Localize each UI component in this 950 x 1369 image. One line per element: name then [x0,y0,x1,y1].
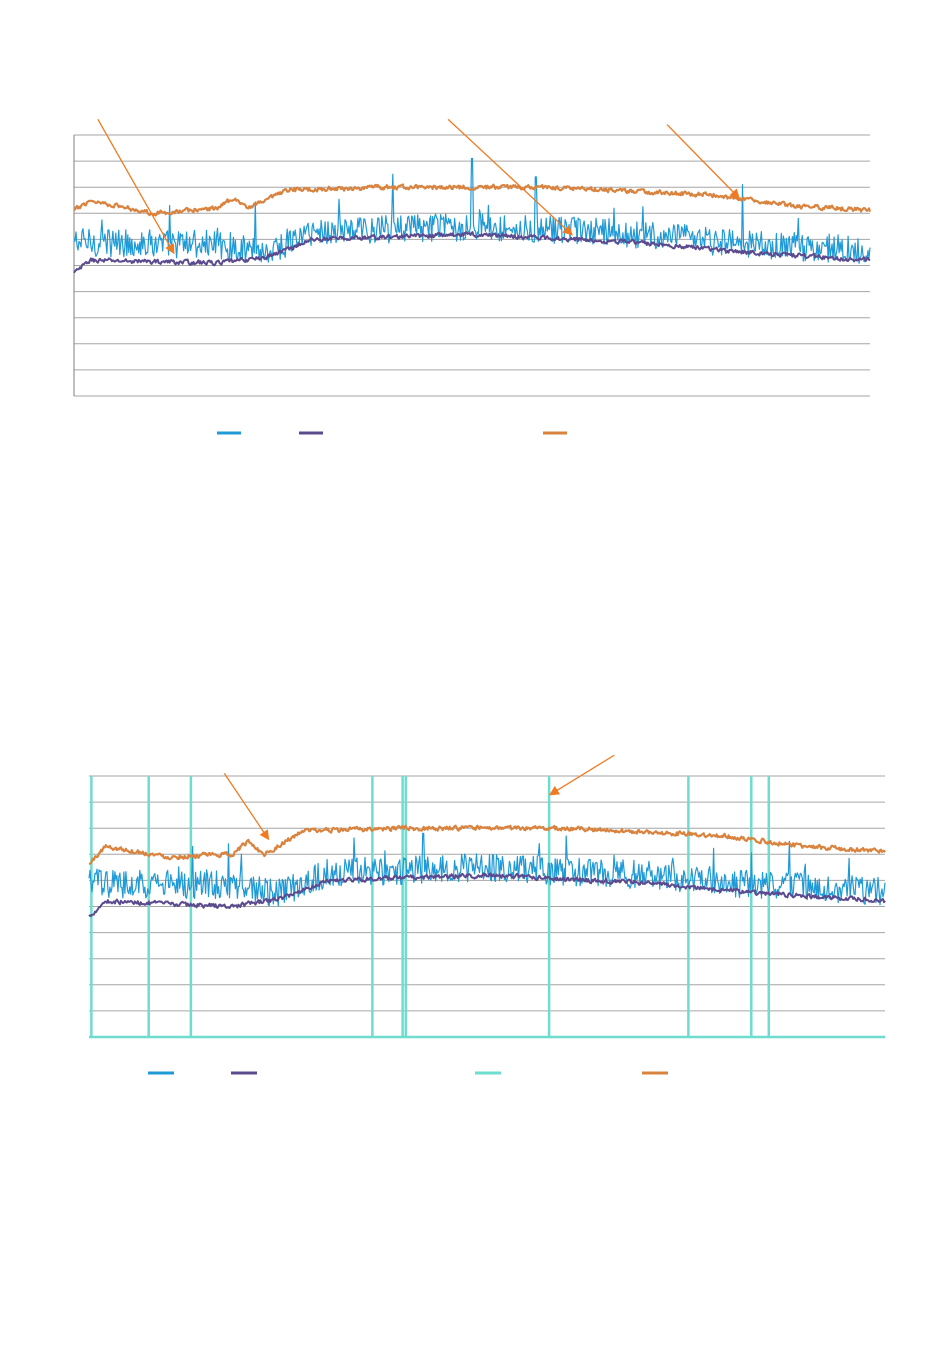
chart-top [73,118,872,435]
series-line-purple [73,231,871,274]
annotation-arrow-1 [548,754,615,796]
chart-bottom [88,754,886,1075]
annotation-arrow-0 [223,773,270,841]
series-line-purple [88,872,886,918]
series-line-orange [73,183,872,217]
series-line-blue [88,832,886,907]
annotation-arrow-1 [447,118,573,236]
annotation-arrow-2 [666,124,741,200]
series-line-blue [73,157,871,264]
series-line-orange [88,824,886,866]
annotation-arrow-0 [97,119,175,255]
